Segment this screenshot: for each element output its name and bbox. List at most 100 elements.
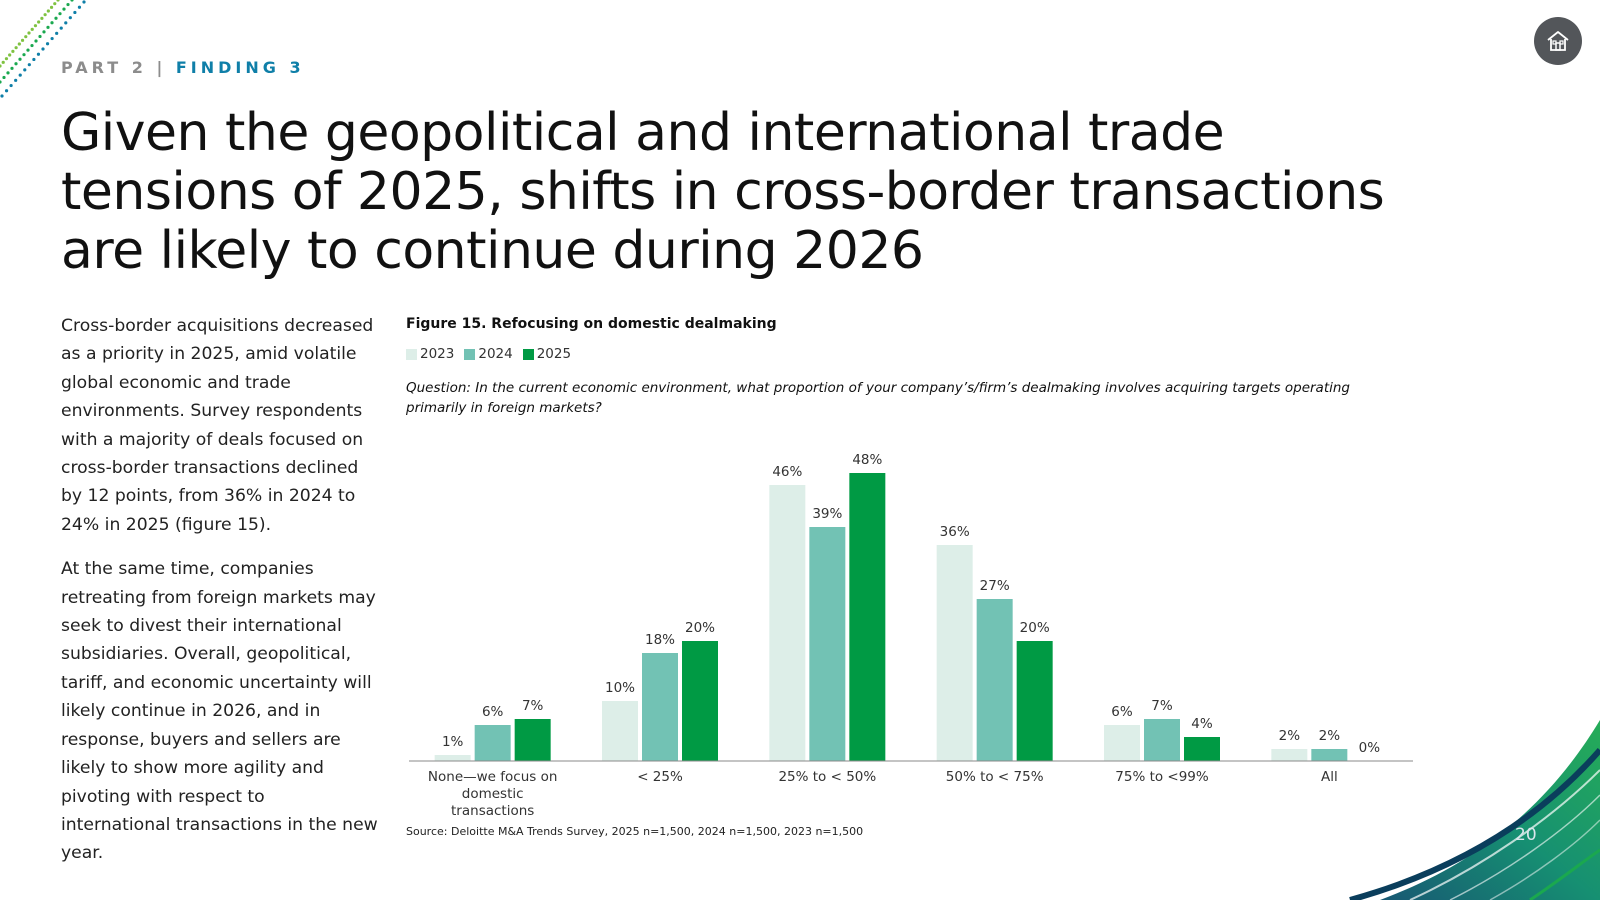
category-label-0: None—we focus on domestic transactions [428,769,558,815]
decoration-dot [22,53,26,57]
decoration-dot [30,27,34,31]
decoration-dot [37,20,41,24]
bar-2024-3 [976,599,1013,761]
decoration-dot [1,60,5,64]
bar-2024-2 [809,527,846,761]
bar-chart: 1% 6% 7% None—we focus on domestic transactio… [409,452,1413,815]
decoration-dot [6,71,10,75]
decoration-dot [49,5,54,9]
decoration-dot [42,30,46,34]
decoration-dot [40,16,44,20]
data-label-2025-5: 0% [1359,740,1381,756]
data-label-2025-0: 7% [522,698,544,714]
decoration-dot [36,52,41,56]
decoration-dot [23,68,27,72]
data-label-2024-1: 18% [645,632,675,648]
body-paragraph-2: At the same time, companies retreating f… [61,559,378,864]
decoration-dot [46,25,50,29]
decoration-dot [70,0,74,2]
data-label-2023-0: 1% [442,734,464,750]
category-label-2: 25% to < 50% [778,769,876,785]
category-label-5: All [1321,769,1338,785]
bar-2025-1 [682,641,718,761]
data-label-2025-4: 4% [1191,716,1213,732]
decoration-dot [14,78,18,82]
decoration-dot [77,5,82,9]
decoration-dot [41,47,45,51]
decoration-dot [0,80,2,84]
legend-swatch-2024 [464,348,476,360]
decoration-dot [45,42,50,46]
bar-2025-4 [1184,737,1220,761]
decoration-dot [27,31,31,35]
data-label-2024-5: 2% [1319,728,1341,744]
decoration-dot [33,24,38,28]
decoration-dot [59,26,63,30]
decoration-dot [8,53,12,57]
legend-item-2024: 2024 [464,346,513,362]
decoration-dot [2,75,6,80]
breadcrumb: PART 2 | FINDING 3 [61,58,305,77]
data-label-2023-1: 10% [605,680,635,696]
decoration-dot [50,36,54,41]
decoration-dot [55,31,59,35]
legend-item-2023: 2023 [406,346,454,362]
data-label-2025-1: 20% [685,620,715,636]
category-label-1: < 25% [637,769,683,785]
bar-2024-5 [1311,749,1348,761]
breadcrumb-separator: | [156,58,167,77]
decoration-dot [30,43,34,48]
home-icon [1547,31,1569,51]
decoration-dot [18,57,22,61]
decoration-dot [17,42,21,46]
figure-title: Figure 15. Refocusing on domestic dealma… [406,316,777,332]
decoration-dot [34,39,38,43]
decoration-dot [50,21,54,25]
decoration-dot [66,2,70,7]
breadcrumb-part: PART 2 [61,58,147,77]
legend-label-2024: 2024 [478,346,513,362]
decoration-dot [27,63,31,67]
decoration-dot [38,34,42,39]
bar-2023-2 [769,485,806,761]
category-label-4: 75% to <99% [1115,769,1209,785]
bar-2023-5 [1271,749,1308,761]
decoration-dot [10,66,14,70]
legend-label-2025: 2025 [536,346,572,362]
data-label-2025-2: 48% [852,452,882,468]
decoration-dot [43,13,47,17]
page-number: 20 [1515,825,1537,845]
bar-2024-4 [1144,719,1180,761]
decoration-dot [68,16,72,20]
legend-swatch-2025 [522,348,534,360]
data-label-2025-3: 20% [1020,620,1050,636]
decoration-dot [0,94,4,98]
decoration-dot [58,12,62,16]
legend-label-2023: 2023 [420,346,455,362]
chart-legend: 2023 2024 2025 [406,346,571,362]
decoration-dot [56,0,60,2]
decoration-dot [82,0,86,4]
bar-2023-0 [434,755,471,761]
corner-dots-decoration [0,0,86,98]
bar-2025-0 [514,719,551,761]
data-label-2023-5: 2% [1279,728,1301,744]
decoration-dot [53,2,57,6]
data-label-2023-4: 6% [1111,704,1133,720]
bar-2025-2 [849,473,886,761]
bar-2024-1 [642,653,678,761]
home-button[interactable] [1534,17,1582,65]
bar-2025-3 [1016,641,1053,761]
category-label-3: 50% to < 75% [946,769,1044,785]
bar-2023-3 [936,545,973,761]
decoration-dot [26,48,30,52]
decoration-dot [4,57,9,61]
corner-swoosh-decoration [1349,720,1600,900]
decoration-dot [46,9,50,13]
decoration-dot [18,73,22,77]
decoration-dot [54,16,58,20]
legend-item-2025: 2025 [522,346,572,362]
decoration-dot [62,7,66,11]
breadcrumb-finding: FINDING 3 [175,58,305,77]
decoration-dot [73,10,77,15]
